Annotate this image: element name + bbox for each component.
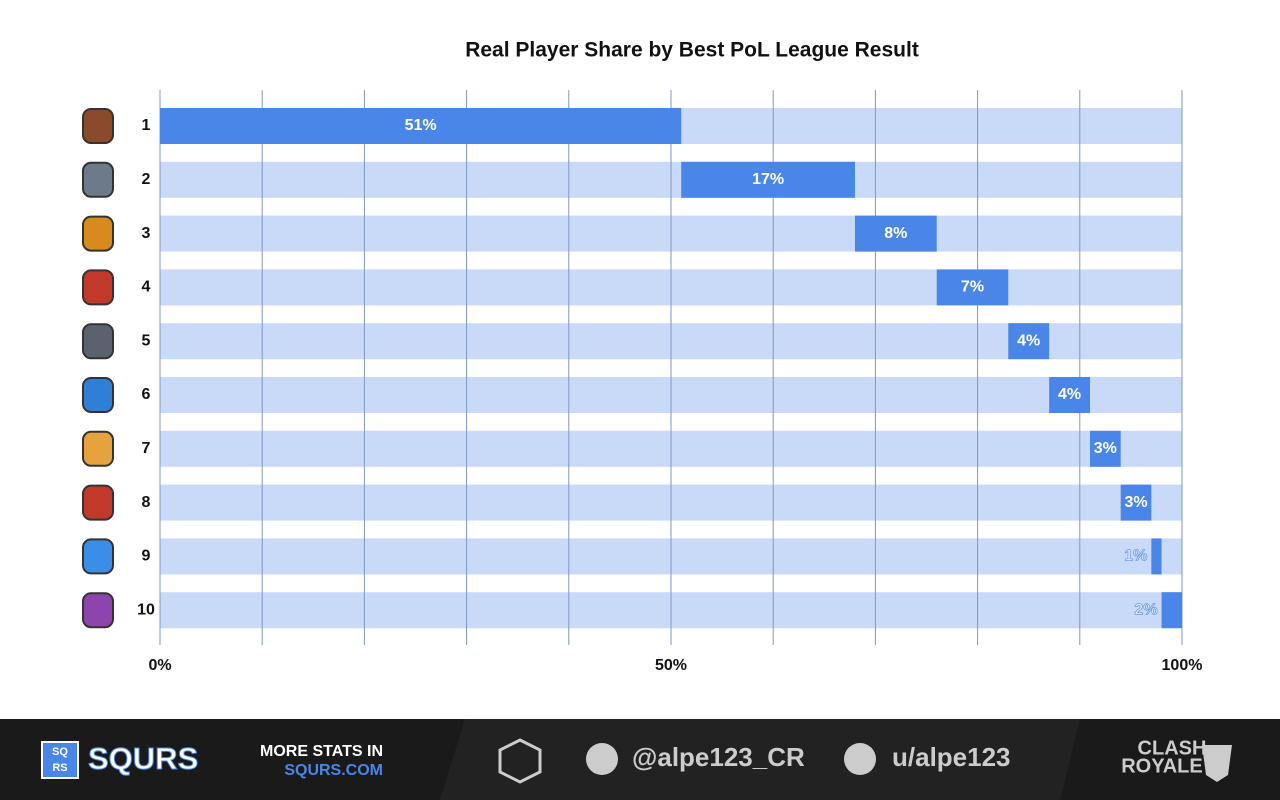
bar — [1049, 377, 1091, 413]
league-icon — [82, 108, 114, 144]
bar — [1120, 484, 1152, 521]
league-icon — [82, 377, 114, 413]
y-tick-label: 5 — [142, 332, 151, 349]
game-logo: ROYALE — [1121, 755, 1203, 777]
logo-text: SQ — [52, 746, 68, 758]
y-tick-label: 2 — [142, 171, 151, 188]
chart-title: Real Player Share by Best PoL League Res… — [465, 39, 919, 62]
x-tick-label: 50% — [655, 657, 687, 674]
value-label: 1% — [1124, 548, 1147, 565]
bar — [1090, 430, 1121, 467]
game-logo: CLASH — [1138, 737, 1207, 759]
promo: MORE STATS IN — [260, 743, 383, 760]
y-tick-label: 1 — [142, 117, 151, 134]
bar — [1008, 323, 1050, 360]
league-icon — [82, 161, 114, 198]
footer-panel — [0, 719, 465, 800]
value-label: 4% — [1017, 332, 1040, 349]
bar — [1151, 538, 1162, 575]
value-label: 51% — [405, 117, 437, 134]
value-label: 17% — [752, 171, 784, 188]
bar — [854, 215, 937, 252]
bar — [936, 269, 1009, 306]
bar — [681, 161, 855, 198]
value-label: 2% — [1134, 601, 1157, 618]
logo-text: RS — [52, 762, 67, 774]
value-label: 8% — [884, 225, 907, 242]
y-tick-label: 4 — [142, 279, 151, 296]
y-tick-label: 3 — [142, 225, 151, 242]
game-shield — [1202, 745, 1232, 782]
twitter-handle[interactable]: @alpe123_CR — [632, 742, 805, 772]
reddit-handle[interactable]: u/alpe123 — [892, 742, 1011, 772]
brand: SQURS — [88, 741, 198, 776]
league-icon — [82, 592, 114, 629]
x-tick-label: 100% — [1162, 657, 1203, 674]
logo-box — [41, 741, 79, 779]
league-icon — [82, 484, 114, 521]
y-tick-label: 10 — [137, 601, 155, 618]
value-label: 7% — [961, 279, 984, 296]
league-icon — [82, 538, 114, 575]
league-icon — [82, 430, 114, 467]
value-label: 4% — [1058, 386, 1081, 403]
footer-panel — [1060, 719, 1280, 800]
reddit-icon — [844, 743, 876, 775]
plot: 0% 50% 100% 51% 1 17% 2 8% 3 7% 4 4% 5 4% 6 3% 7 3% 8 1% 9 2%… — [82, 90, 1203, 674]
y-tick-label: 7 — [142, 440, 151, 457]
bar — [1161, 592, 1182, 629]
bar — [160, 108, 682, 144]
y-tick-label: 9 — [142, 548, 151, 565]
league-icon — [82, 215, 114, 252]
y-tick-label: 8 — [142, 494, 151, 511]
footer: SQ RS SQURS MORE STATS IN SQURS.COM @alp… — [0, 719, 1280, 800]
promo-link[interactable]: SQURS.COM — [284, 762, 383, 779]
x-tick-label: 0% — [148, 657, 171, 674]
icon — [498, 738, 542, 784]
league-icon — [82, 269, 114, 306]
league-icon — [82, 323, 114, 360]
twitter-icon — [586, 743, 618, 775]
value-label: 3% — [1094, 440, 1117, 457]
y-tick-label: 6 — [142, 386, 151, 403]
value-label: 3% — [1124, 494, 1147, 511]
